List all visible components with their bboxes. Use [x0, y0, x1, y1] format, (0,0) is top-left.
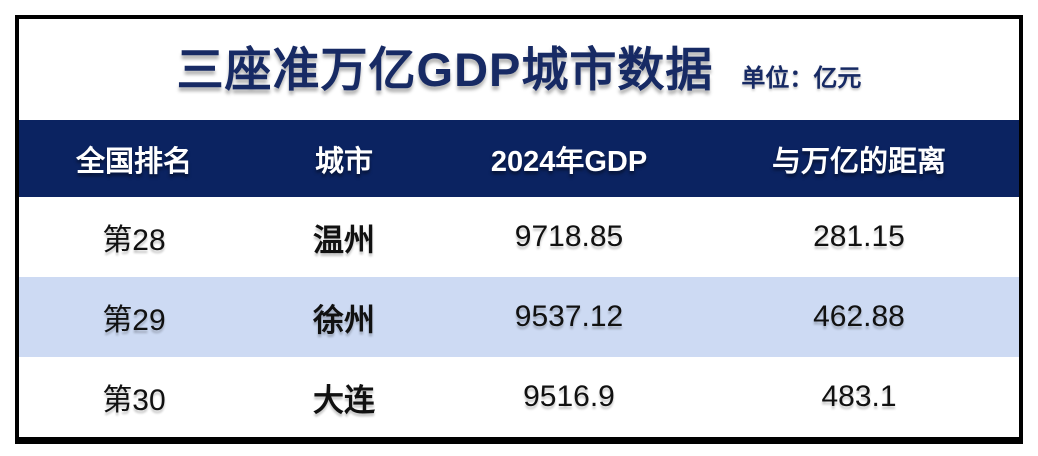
table-row: 第28 温州 9718.85 281.15: [19, 197, 1019, 277]
cell-gdp: 9516.9: [523, 380, 615, 413]
column-header-distance: 与万亿的距离: [771, 145, 946, 178]
cell-rank: 第30: [102, 384, 166, 417]
cell-city: 温州: [313, 222, 375, 258]
gdp-table-card: 三座准万亿GDP城市数据 单位：亿元 全国排名 城市 2024年GDP 与万亿的…: [15, 15, 1023, 444]
cell-rank: 第29: [102, 304, 166, 337]
cell-city: 徐州: [313, 302, 375, 338]
cell-gdp: 9718.85: [514, 220, 624, 253]
cell-rank: 第28: [102, 224, 166, 257]
column-header-gdp: 2024年GDP: [490, 145, 648, 178]
unit-label: 单位：亿元: [741, 65, 862, 92]
table-header-row: 全国排名 城市 2024年GDP 与万亿的距离: [19, 120, 1019, 197]
column-header-city: 城市: [314, 145, 373, 178]
cell-distance: 483.1: [821, 380, 897, 413]
table-row: 第30 大连 9516.9 483.1: [19, 357, 1019, 437]
cell-gdp: 9537.12: [514, 300, 624, 333]
table-row: 第29 徐州 9537.12 462.88: [19, 277, 1019, 357]
cell-distance: 281.15: [813, 220, 905, 253]
column-header-rank: 全国排名: [75, 145, 192, 178]
page-title: 三座准万亿GDP城市数据: [176, 43, 714, 96]
cell-city: 大连: [313, 382, 375, 418]
title-bar: 三座准万亿GDP城市数据 单位：亿元: [19, 19, 1019, 120]
cell-distance: 462.88: [813, 300, 905, 333]
